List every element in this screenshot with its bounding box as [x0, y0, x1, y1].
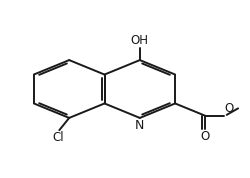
Text: N: N — [135, 119, 144, 132]
Text: Cl: Cl — [52, 131, 64, 144]
Text: O: O — [200, 130, 210, 143]
Text: O: O — [224, 102, 234, 115]
Text: OH: OH — [131, 34, 149, 47]
